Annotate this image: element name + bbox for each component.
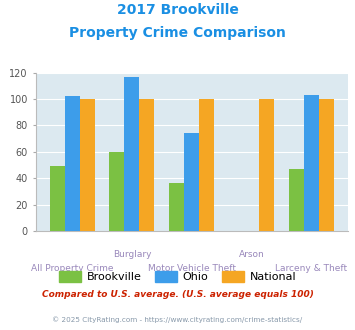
Bar (259, 99, 274, 231)
Bar (304, 95, 319, 231)
Bar (65, 96, 80, 231)
Bar (125, 77, 140, 231)
Bar (109, 152, 125, 231)
Text: Larceny & Theft: Larceny & Theft (275, 264, 347, 273)
Text: Burglary: Burglary (113, 250, 151, 259)
Text: Arson: Arson (239, 250, 264, 259)
Legend: Brookville, Ohio, National: Brookville, Ohio, National (54, 266, 301, 286)
Bar (199, 99, 214, 231)
Bar (50, 166, 65, 231)
Bar (169, 183, 184, 231)
Text: © 2025 CityRating.com - https://www.cityrating.com/crime-statistics/: © 2025 CityRating.com - https://www.city… (53, 317, 302, 323)
Bar (184, 133, 199, 231)
Text: Property Crime Comparison: Property Crime Comparison (69, 26, 286, 40)
Bar (319, 99, 334, 231)
Bar (140, 99, 154, 231)
Text: Compared to U.S. average. (U.S. average equals 100): Compared to U.S. average. (U.S. average … (42, 290, 313, 299)
Bar (289, 169, 304, 231)
Text: 2017 Brookville: 2017 Brookville (116, 3, 239, 17)
Text: Motor Vehicle Theft: Motor Vehicle Theft (148, 264, 236, 273)
Bar (80, 99, 94, 231)
Text: All Property Crime: All Property Crime (31, 264, 113, 273)
